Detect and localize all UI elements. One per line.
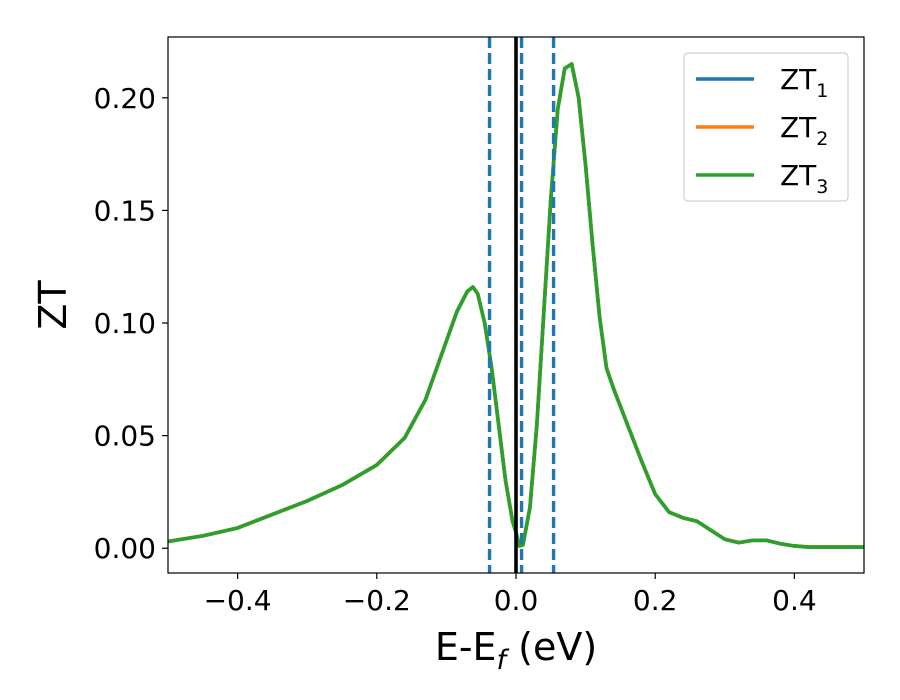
plot-content <box>168 37 864 573</box>
legend-label: ZT3 <box>780 159 828 198</box>
x-axis-title: E-Ef (eV) <box>435 625 597 676</box>
y-axis-title: ZT <box>31 280 75 330</box>
legend-item-zt2: ZT2 <box>696 111 828 150</box>
legend-label: ZT2 <box>780 111 828 150</box>
ticks-layer: −0.4 −0.2 0.0 0.2 0.4 0.00 0.05 0.10 0.15 0.20 <box>94 82 817 617</box>
y-tick-label: 0.00 <box>94 532 156 565</box>
x-tick-label: −0.4 <box>204 584 272 617</box>
x-tick-label: 0.0 <box>494 584 539 617</box>
legend-item-zt1: ZT1 <box>696 63 828 102</box>
series-line-zt3 <box>168 62 864 549</box>
plot-layer <box>168 37 864 573</box>
y-tick-label: 0.05 <box>94 420 156 453</box>
x-tick-label: −0.2 <box>343 584 411 617</box>
x-tick-label: 0.2 <box>633 584 678 617</box>
y-tick-label: 0.10 <box>94 307 156 340</box>
y-tick-label: 0.20 <box>94 82 156 115</box>
plot-frame <box>167 36 865 574</box>
legend-item-zt3: ZT3 <box>696 159 828 198</box>
x-tick-label: 0.4 <box>772 584 817 617</box>
legend: ZT1 ZT2 ZT3 <box>683 52 849 202</box>
legend-box <box>683 52 849 202</box>
y-tick-label: 0.15 <box>94 194 156 227</box>
legend-label: ZT1 <box>780 63 828 102</box>
